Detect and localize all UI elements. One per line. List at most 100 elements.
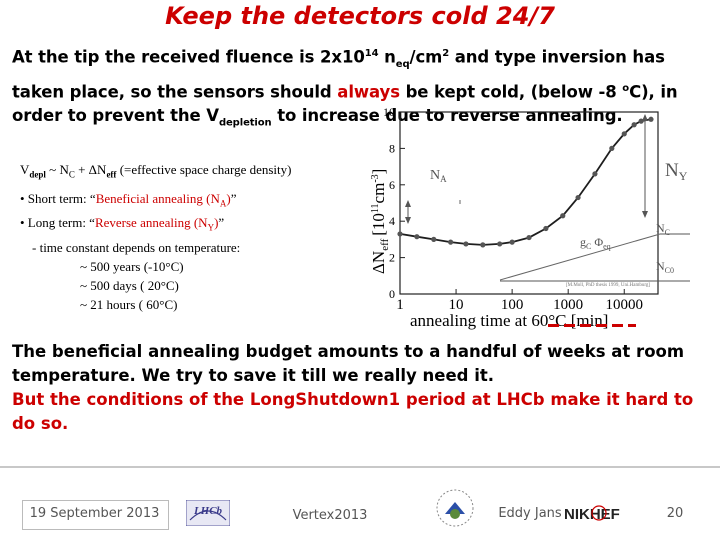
data-point [397, 231, 403, 237]
ny-arrowhead-up [642, 114, 648, 121]
short-close: ) [226, 190, 231, 206]
y-axis-ticks: 0 2 4 6 8 10 [383, 105, 405, 301]
intro-text-7: to increase due to reverse annealing. [271, 106, 623, 126]
data-point [631, 122, 637, 128]
y-axis-label: ΔNeff[1011cm-3] [369, 169, 391, 274]
budget-warning: But the conditions of the LongShutdown1 … [12, 390, 694, 433]
intro-paragraph: At the tip the received fluence is 2x101… [12, 42, 718, 136]
slide-title: Keep the detectors cold 24/7 [165, 2, 555, 30]
x-axis-ticks: 1 10 100 1000 10000 [396, 289, 643, 313]
nc-line [499, 233, 661, 281]
intro-text-5: be kept cold, (below -8 [399, 82, 623, 102]
data-point [497, 241, 503, 247]
x-tick-label: 10 [449, 297, 464, 313]
na-arrowhead-up [405, 200, 411, 207]
citation-text: [M.Moll, PhD thesis 1999, Uni.Hamburg] [566, 283, 650, 288]
data-point [648, 116, 654, 122]
data-point [414, 234, 420, 240]
definitions-block: Vdepl ~ NC + ΔNeff (=effective space cha… [20, 160, 390, 314]
y-tick-label: 4 [389, 214, 395, 228]
x-tick-label: 1 [396, 297, 404, 313]
na-sub: A [219, 198, 227, 209]
data-point [509, 239, 515, 245]
budget-text: The beneficial annealing budget amounts … [12, 342, 685, 385]
formula-tail: (=effective space charge density) [116, 162, 292, 177]
vdepl-sub: depl [29, 169, 46, 180]
temperature-underline [548, 324, 636, 327]
data-point [638, 118, 644, 124]
data-point [463, 241, 469, 247]
y-tick-label: 10 [383, 105, 395, 119]
vdepletion-subscript: depletion [218, 117, 272, 129]
long-term-text: Reverse annealing (N [94, 215, 208, 231]
na-arrowhead-down [405, 217, 411, 224]
short-prefix: • Short term: “ [20, 190, 96, 206]
data-point [448, 239, 454, 245]
delta-neff: + ΔN [74, 162, 107, 177]
x-tick-label: 1000 [553, 297, 583, 313]
footer-date: 19 September 2013 [29, 506, 160, 521]
intro-text-3: /cm [409, 47, 443, 67]
data-point [592, 171, 598, 177]
footer-author: Eddy Jans [498, 506, 562, 521]
nc-label: NC [656, 221, 670, 237]
nikhef-logo: NIKHEF [564, 505, 620, 523]
data-point [560, 213, 566, 219]
x-tick-label: 100 [501, 297, 524, 313]
data-point [575, 194, 581, 201]
short-term-item: • Short term: “Beneficial annealing (NA)… [20, 189, 390, 214]
long-term-item: • Long term: “Reverse annealing (NY)” [20, 213, 390, 238]
na-label: NA [430, 168, 447, 184]
y-tick-label: 0 [389, 287, 395, 301]
data-point [609, 145, 615, 151]
nc0-label: NC0 [656, 259, 674, 275]
x-tick-label: 10000 [605, 297, 643, 313]
intro-text-4: and type inversion has taken place, so t… [12, 47, 665, 102]
intro-text-6: C), in order to prevent the V [12, 82, 678, 126]
data-point [543, 225, 549, 232]
data-point [431, 236, 437, 242]
time-constant-3: ~ 21 hours ( 60°C) [80, 296, 178, 312]
short-term-emph: Beneficial annealing (NA) [95, 190, 231, 209]
y-tick-label: 6 [389, 178, 395, 192]
vdepl-formula: Vdepl ~ NC + ΔNeff (=effective space cha… [20, 160, 390, 185]
footer-divider [0, 466, 720, 468]
data-points-group [397, 116, 654, 248]
data-point [526, 234, 532, 241]
cm-exponent: 2 [442, 48, 450, 59]
lhcb-logo: LHCb [186, 500, 230, 526]
intro-text-2: n [378, 47, 396, 67]
formula-text: ~ N [45, 162, 69, 177]
long-close: ) [214, 215, 219, 231]
y-tick-label: 2 [389, 251, 395, 265]
long-prefix: • Long term: “ [20, 215, 95, 231]
nc-sub: C [68, 169, 75, 180]
gc-phi-label: gC Φeq [580, 235, 611, 251]
time-constant-1: ~ 500 years (-10°C) [80, 258, 184, 274]
time-constant-2: ~ 500 days ( 20°C) [80, 277, 179, 293]
x-axis-label: annealing time at 60°C [min] [410, 311, 608, 330]
neq-subscript: eq [395, 58, 410, 70]
fluence-exponent: 14 [364, 48, 379, 59]
ny-arrowhead-down [642, 211, 648, 218]
always-emphasis: always [337, 82, 400, 102]
footer-date-box [22, 500, 169, 530]
degree-symbol: o [622, 82, 630, 94]
neff-sub: eff [106, 169, 117, 180]
time-constant-note: - time constant depends on temperature: [32, 239, 241, 255]
ny-label: NY [665, 160, 688, 183]
y-tick-label: 8 [389, 141, 395, 155]
budget-paragraph: The beneficial annealing budget amounts … [12, 340, 712, 436]
short-suffix: ” [230, 190, 237, 206]
svg-text:LHCb: LHCb [193, 505, 223, 517]
annealing-chart: 0 2 4 6 8 10 1 10 100 1000 10000 NA NY NC NC0 gC Φ… [369, 105, 690, 330]
ny-sub: Y [207, 222, 215, 233]
long-term-emph: Reverse annealing (NY) [94, 215, 219, 233]
vdepl-v: V [20, 162, 30, 177]
footer-conference: Vertex2013 [292, 508, 368, 523]
data-point [480, 242, 486, 248]
long-suffix: ” [218, 215, 225, 231]
page-number: 20 [666, 506, 684, 521]
short-term-text: Beneficial annealing (N [95, 190, 220, 206]
data-point [621, 131, 627, 137]
